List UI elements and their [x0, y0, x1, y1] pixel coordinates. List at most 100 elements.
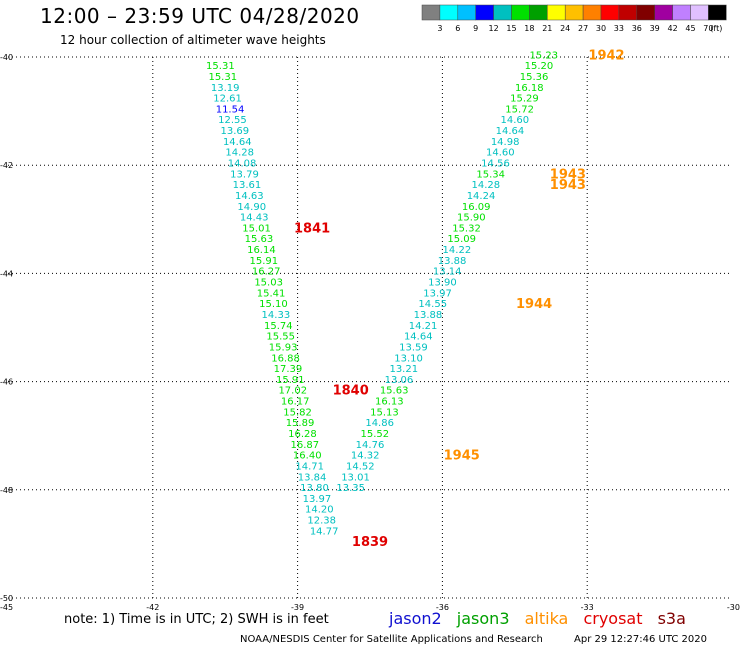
data-label-cryosat: 15.63: [245, 234, 274, 245]
data-label-altika: 15.36: [520, 72, 549, 83]
x-tick-label: -36: [436, 603, 449, 610]
data-label-altika: 13.01: [341, 472, 370, 483]
data-label-altika: 15.34: [476, 169, 505, 180]
data-label-cryosat: 13.61: [233, 180, 262, 191]
data-label-altika: 16.09: [462, 202, 491, 213]
data-label-cryosat: 13.79: [230, 169, 259, 180]
data-label-altika: 16.13: [375, 397, 404, 408]
x-tick-label: -33: [581, 603, 594, 610]
data-label-cryosat: 15.91: [276, 375, 305, 386]
data-label-cryosat: 16.87: [291, 440, 320, 451]
data-label-altika: 13.88: [438, 256, 467, 267]
data-label-altika: 16.18: [515, 83, 544, 94]
data-label-cryosat: 15.41: [257, 288, 286, 299]
data-label-cryosat: 15.89: [286, 418, 315, 429]
data-label-cryosat: 15.74: [264, 321, 293, 332]
data-label-altika: 13.59: [399, 342, 428, 353]
x-tick-label: -39: [291, 603, 304, 610]
data-label-altika: 14.55: [418, 299, 447, 310]
data-label-cryosat: 16.14: [247, 245, 276, 256]
colorbar-label: 9: [473, 24, 478, 33]
chart-title: 12:00 – 23:59 UTC 04/28/2020: [40, 4, 360, 28]
data-label-altika: 13.21: [389, 364, 418, 375]
data-label-altika: 13.14: [433, 267, 462, 278]
data-label-cryosat: 14.20: [305, 505, 334, 516]
data-label-altika: 14.76: [356, 440, 385, 451]
y-tick-label: -48: [0, 486, 13, 495]
chart-subtitle: 12 hour collection of altimeter wave hei…: [60, 33, 326, 47]
time-label-altika: 1944: [516, 297, 552, 312]
data-label-altika: 14.86: [365, 418, 394, 429]
data-label-altika: 13.06: [385, 375, 414, 386]
data-label-altika: 14.64: [496, 126, 525, 137]
data-label-cryosat: 14.64: [223, 137, 252, 148]
data-label-cryosat: 15.01: [242, 223, 271, 234]
y-tick-label: -40: [0, 53, 13, 62]
data-label-altika: 14.64: [404, 332, 433, 343]
data-label-cryosat: 14.77: [310, 526, 339, 537]
data-label-altika: 14.32: [351, 451, 380, 462]
colorbar-label: 27: [578, 24, 588, 33]
colorbar-label: 45: [685, 24, 695, 33]
colorbar-label: 3: [437, 24, 442, 33]
data-label-altika: 14.60: [500, 115, 529, 126]
data-label-cryosat: 11.54: [216, 104, 245, 115]
colorbar-label: 15: [506, 24, 516, 33]
data-label-cryosat: 17.02: [278, 386, 307, 397]
x-tick-label: -45: [0, 603, 13, 610]
data-label-altika: 14.56: [481, 158, 510, 169]
data-label-cryosat: 14.90: [237, 202, 266, 213]
colorbar-label: 6: [455, 24, 460, 33]
colorbar-swatch: [708, 4, 727, 21]
data-label-cryosat: 12.61: [213, 94, 242, 105]
colorbar-label: 30: [596, 24, 606, 33]
data-label-altika: 14.28: [472, 180, 501, 191]
data-label-altika: 15.32: [452, 223, 481, 234]
data-label-cryosat: 12.38: [307, 516, 336, 527]
data-label-cryosat: 14.28: [225, 148, 254, 159]
data-label-altika: 13.35: [336, 483, 365, 494]
data-label-cryosat: 13.80: [300, 483, 329, 494]
colorbar-label: 24: [560, 24, 570, 33]
data-label-cryosat: 16.88: [271, 353, 300, 364]
colorbar-label: 33: [614, 24, 624, 33]
data-label-cryosat: 15.31: [208, 72, 237, 83]
data-label-altika: 15.72: [505, 104, 534, 115]
time-label-altika: 1943: [550, 167, 586, 182]
satellite-legend: jason2 jason3 altika cryosat s3a: [389, 609, 696, 628]
data-label-altika: 13.90: [428, 278, 457, 289]
data-label-altika: 14.24: [467, 191, 496, 202]
data-label-cryosat: 14.08: [228, 158, 257, 169]
data-label-cryosat: 14.71: [295, 461, 324, 472]
time-label-altika: 1942: [588, 48, 624, 63]
legend-cryosat: cryosat: [583, 609, 643, 628]
colorbar-label: 70: [703, 24, 713, 33]
y-tick-label: -42: [0, 161, 13, 170]
y-tick-label: -50: [0, 594, 13, 603]
data-label-altika: 13.10: [394, 353, 423, 364]
data-label-cryosat: 15.93: [269, 342, 298, 353]
data-label-altika: 15.09: [447, 234, 476, 245]
footer-agency: NOAA/NESDIS Center for Satellite Applica…: [240, 634, 543, 645]
data-label-cryosat: 15.10: [259, 299, 288, 310]
x-tick-label: -30: [727, 603, 740, 610]
data-label-altika: 14.60: [486, 148, 515, 159]
data-label-altika: 15.23: [529, 50, 558, 61]
data-label-altika: 14.52: [346, 461, 375, 472]
data-label-altika: 15.52: [361, 429, 390, 440]
time-label-altika: 1943: [550, 178, 586, 193]
data-label-altika: 13.97: [423, 288, 452, 299]
data-label-cryosat: 13.19: [211, 83, 240, 94]
colorbar-label: 36: [632, 24, 642, 33]
legend-jason3: jason3: [456, 609, 510, 628]
colorbar-label: 12: [489, 24, 499, 33]
footer: NOAA/NESDIS Center for Satellite Applica…: [240, 634, 707, 645]
y-tick-label: -46: [0, 378, 13, 387]
data-label-altika: 14.22: [443, 245, 472, 256]
data-label-cryosat: 15.31: [206, 61, 235, 72]
data-label-altika: 15.13: [370, 407, 399, 418]
x-tick-label: -42: [146, 603, 159, 610]
legend-jason2: jason2: [389, 609, 442, 628]
time-label-altika: 1945: [444, 449, 480, 464]
footer-timestamp: Apr 29 12:27:46 UTC 2020: [574, 634, 707, 645]
